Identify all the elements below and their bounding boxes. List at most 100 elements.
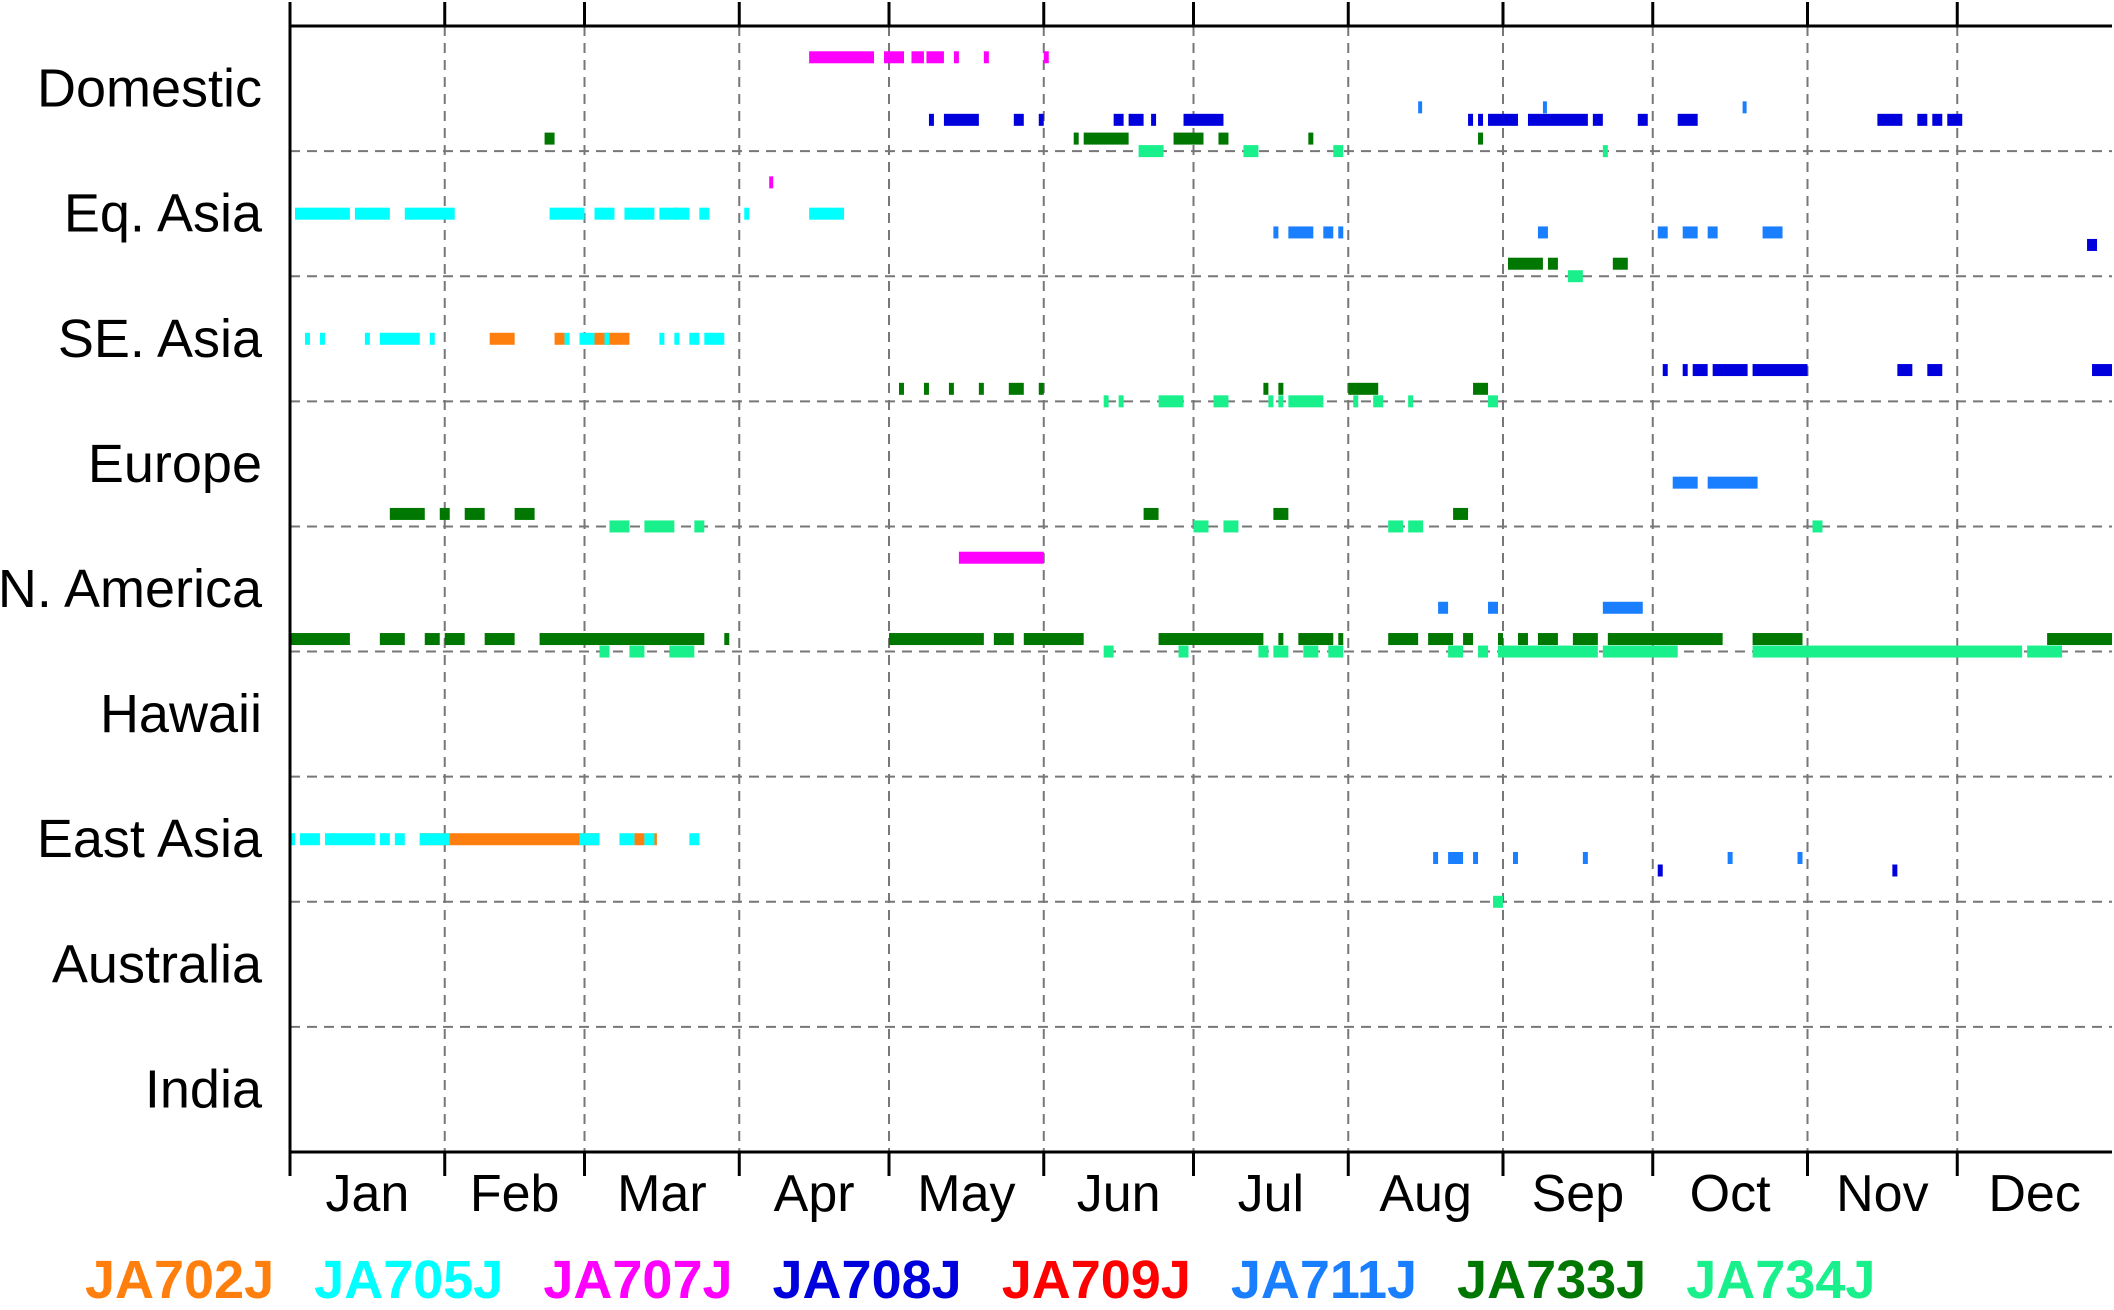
interval-bar-ja708j bbox=[1947, 113, 1963, 126]
interval-bar-ja733j bbox=[1473, 382, 1489, 395]
interval-bar-ja733j bbox=[1388, 633, 1419, 646]
category-label: Hawaii bbox=[100, 684, 262, 744]
interval-bar-ja708j bbox=[1897, 364, 1913, 377]
legend-entry-ja705j: JA705J bbox=[314, 1250, 504, 1310]
interval-bar-ja733j bbox=[444, 633, 465, 646]
interval-bar-ja705j bbox=[659, 332, 665, 345]
interval-bar-ja708j bbox=[1527, 113, 1588, 126]
interval-bar-ja733j bbox=[724, 633, 730, 646]
interval-bar-ja733j bbox=[539, 633, 705, 646]
interval-bar-ja705j bbox=[564, 332, 570, 345]
interval-bar-ja708j bbox=[1677, 113, 1698, 126]
interval-bar-ja733j bbox=[1498, 633, 1504, 646]
interval-bar-ja708j bbox=[943, 113, 979, 126]
interval-bar-ja705j bbox=[319, 332, 325, 345]
interval-bar-ja733j bbox=[464, 507, 485, 520]
interval-bar-ja705j bbox=[429, 332, 435, 345]
interval-bar-ja708j bbox=[1877, 113, 1903, 126]
interval-bar-ja733j bbox=[1173, 132, 1204, 145]
interval-bar-ja708j bbox=[1488, 113, 1518, 126]
interval-bar-ja734j bbox=[1278, 395, 1284, 408]
interval-bar-ja734j bbox=[599, 645, 610, 658]
interval-bar-ja734j bbox=[1602, 645, 1678, 658]
interval-bar-ja708j bbox=[1151, 113, 1157, 126]
interval-bar-ja708j bbox=[1657, 864, 1663, 877]
interval-bar-ja705j bbox=[579, 833, 600, 846]
interval-bar-ja708j bbox=[1128, 113, 1144, 126]
month-label: Jul bbox=[1238, 1165, 1304, 1223]
interval-bar-ja734j bbox=[1353, 395, 1359, 408]
interval-bar-ja733j bbox=[1308, 132, 1314, 145]
interval-bar-ja711j bbox=[1727, 851, 1733, 864]
legend-entry-ja707j: JA707J bbox=[543, 1250, 733, 1310]
interval-bar-ja707j bbox=[1043, 51, 1049, 64]
interval-bar-ja705j bbox=[549, 207, 585, 220]
interval-bar-ja711j bbox=[1323, 226, 1334, 239]
month-label: Apr bbox=[774, 1165, 855, 1223]
interval-bar-ja733j bbox=[1752, 633, 1803, 646]
interval-bar-ja708j bbox=[1682, 364, 1688, 377]
interval-bar-ja705j bbox=[594, 207, 615, 220]
interval-bar-ja733j bbox=[1612, 257, 1628, 270]
month-label: Mar bbox=[617, 1165, 707, 1223]
month-label: Sep bbox=[1532, 1165, 1625, 1223]
interval-bar-ja702j bbox=[594, 332, 630, 345]
interval-bar-ja705j bbox=[659, 207, 690, 220]
interval-bar-ja708j bbox=[1712, 364, 1748, 377]
interval-bar-ja705j bbox=[704, 332, 725, 345]
interval-bar-ja705j bbox=[604, 332, 610, 345]
interval-bar-ja733j bbox=[2047, 633, 2112, 646]
interval-bar-ja733j bbox=[484, 633, 515, 646]
interval-bar-ja705j bbox=[674, 332, 680, 345]
interval-bar-ja734j bbox=[694, 520, 705, 533]
interval-bar-ja733j bbox=[1572, 633, 1598, 646]
interval-bar-ja711j bbox=[1602, 601, 1643, 614]
interval-bar-ja707j bbox=[953, 51, 959, 64]
interval-bar-ja708j bbox=[1752, 364, 1808, 377]
interval-bar-ja705j bbox=[404, 207, 455, 220]
interval-bar-ja705j bbox=[689, 332, 700, 345]
interval-bar-ja734j bbox=[1223, 520, 1239, 533]
category-label: Australia bbox=[52, 934, 263, 994]
interval-bar-ja734j bbox=[1328, 645, 1344, 658]
interval-bar-ja734j bbox=[1493, 895, 1504, 908]
interval-bar-ja733j bbox=[1507, 257, 1543, 270]
interval-bar-ja734j bbox=[1103, 645, 1114, 658]
interval-bar-ja705j bbox=[304, 332, 310, 345]
interval-bar-ja705j bbox=[364, 332, 370, 345]
interval-bar-ja707j bbox=[809, 51, 875, 64]
category-label: Domestic bbox=[37, 59, 262, 119]
interval-bar-ja734j bbox=[1118, 395, 1124, 408]
category-label: SE. Asia bbox=[58, 309, 263, 369]
interval-bar-ja711j bbox=[1682, 226, 1698, 239]
interval-bar-ja708j bbox=[1038, 113, 1044, 126]
interval-bar-ja705j bbox=[809, 207, 845, 220]
interval-bar-ja734j bbox=[1408, 395, 1414, 408]
interval-bar-ja734j bbox=[1158, 395, 1184, 408]
interval-bar-ja733j bbox=[1083, 132, 1129, 145]
interval-bar-ja711j bbox=[1512, 851, 1518, 864]
month-label: Nov bbox=[1836, 1165, 1928, 1223]
interval-bar-ja733j bbox=[1073, 132, 1079, 145]
month-label: May bbox=[917, 1165, 1015, 1223]
interval-bar-ja705j bbox=[699, 207, 710, 220]
month-label: Jun bbox=[1077, 1165, 1161, 1223]
interval-bar-ja705j bbox=[290, 833, 295, 846]
category-label: Eq. Asia bbox=[64, 184, 263, 244]
interval-bar-ja734j bbox=[1273, 645, 1289, 658]
interval-bar-ja734j bbox=[1478, 645, 1489, 658]
interval-bar-ja705j bbox=[379, 833, 390, 846]
interval-bar-ja734j bbox=[1498, 645, 1598, 658]
interval-bar-ja711j bbox=[1473, 851, 1479, 864]
interval-bar-ja707j bbox=[769, 176, 774, 189]
legend-entry-ja734j: JA734J bbox=[1686, 1250, 1876, 1310]
interval-bar-ja707j bbox=[911, 51, 924, 64]
interval-bar-ja705j bbox=[619, 833, 635, 846]
interval-bar-ja711j bbox=[1582, 851, 1588, 864]
interval-bar-ja733j bbox=[389, 507, 425, 520]
interval-bar-ja733j bbox=[1338, 633, 1344, 646]
interval-bar-ja733j bbox=[379, 633, 405, 646]
interval-bar-ja733j bbox=[898, 382, 904, 395]
interval-bar-ja734j bbox=[1303, 645, 1319, 658]
interval-bar-ja708j bbox=[1892, 864, 1898, 877]
